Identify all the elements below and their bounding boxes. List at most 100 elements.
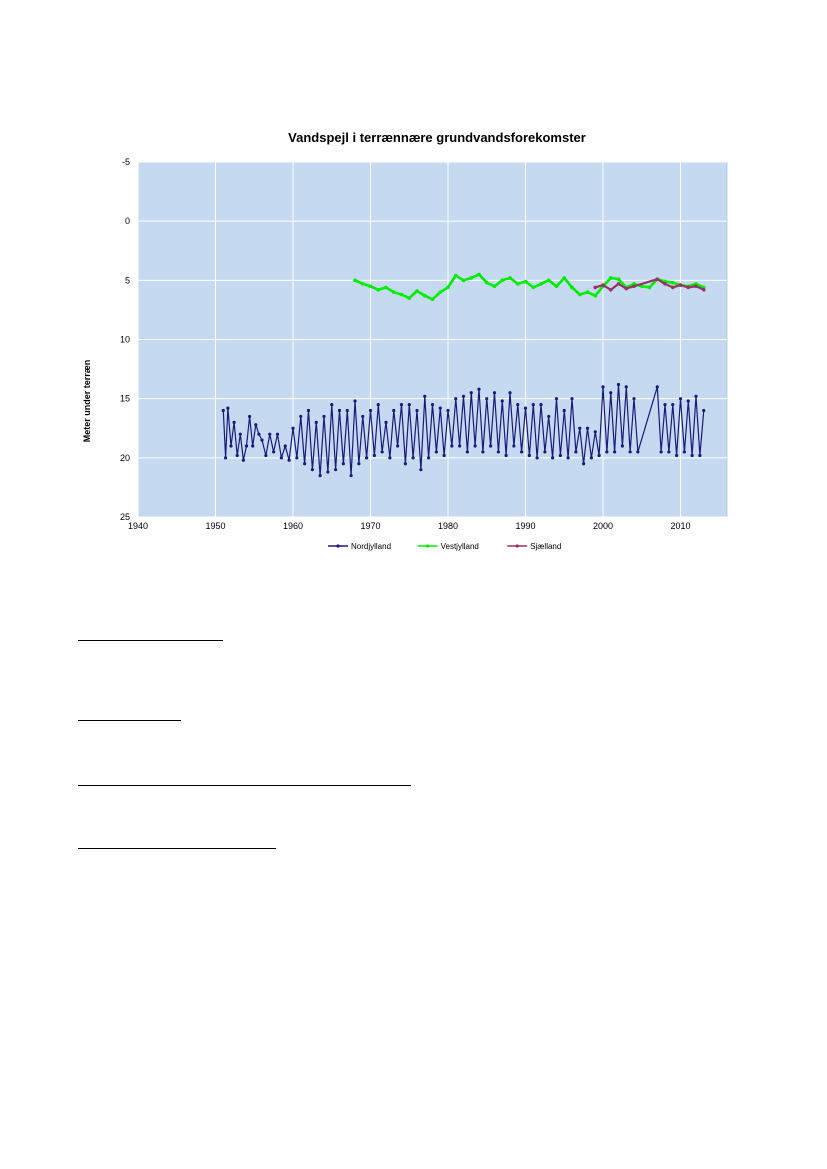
data-point [291,426,295,430]
data-point [546,278,551,283]
data-point [238,432,242,436]
data-point [578,426,582,430]
data-point [624,286,629,291]
data-point [469,276,474,280]
x-tick-label: 1970 [360,521,380,531]
data-point [388,456,392,460]
data-point [314,420,318,424]
data-point [531,402,535,407]
series-line-vestjylland [354,273,705,301]
legend-marker [336,544,340,548]
chart-figure: Vandspejl i terrænnære grundvandsforekom… [72,118,747,563]
data-point [330,402,334,407]
data-point [686,285,691,290]
data-point [613,450,617,454]
data-point [360,282,365,286]
data-point [616,277,621,281]
data-point [543,450,547,454]
data-point [279,456,283,460]
data-point [589,456,593,460]
y-axis-title: Meter under terræn [82,360,92,443]
data-point [318,473,322,478]
data-point [659,450,663,454]
data-point [585,426,590,430]
data-point [368,284,373,289]
y-tick-label: 0 [125,216,130,226]
data-point [632,284,636,289]
data-point [523,279,528,284]
data-point [226,406,230,410]
data-point [570,397,574,401]
chart-title: Vandspejl i terrænnære grundvandsforekom… [288,130,586,145]
data-point [380,450,384,454]
data-point [310,468,314,472]
data-point [221,408,225,413]
data-point [251,444,255,448]
data-point [465,450,469,454]
data-point [229,444,233,448]
data-point [504,453,508,458]
data-point [605,450,609,454]
data-point [415,289,419,293]
y-tick-label: 20 [120,453,130,463]
data-point [593,285,598,290]
y-tick-label: -5 [122,157,130,167]
data-point [535,456,539,460]
data-point [508,276,512,280]
data-point [500,278,505,283]
data-point [671,402,675,407]
data-point [496,450,500,454]
x-tick-label: 1980 [438,521,458,531]
data-point [434,450,438,454]
data-point [702,408,706,413]
data-point [403,462,407,466]
data-point [461,394,466,398]
legend: Nordjylland Vestjylland Sjælland [328,542,561,551]
data-point [422,293,427,298]
data-point [396,444,400,448]
data-point [326,470,330,474]
data-point [341,462,345,466]
data-point [628,450,632,454]
data-point [562,408,566,413]
data-point [554,284,559,289]
data-point [368,408,373,413]
line-chart: Vandspejl i terrænnære grundvandsforekom… [82,130,728,551]
legend-marker [426,544,430,548]
data-point [481,450,485,454]
data-point [485,397,489,401]
data-point [407,402,411,407]
data-point [593,430,597,434]
legend-label: Sjælland [530,542,561,551]
data-point [531,285,536,290]
data-point [585,290,590,294]
underline-2 [78,720,181,721]
data-point [306,408,311,413]
data-point [430,402,435,407]
data-point [241,458,245,462]
data-point [399,292,404,297]
data-point [244,444,249,448]
data-point [419,468,423,472]
data-point [593,293,598,298]
data-point [608,288,613,292]
data-point [489,444,493,448]
data-point [458,444,462,448]
data-point [365,456,369,460]
data-point [392,408,396,413]
data-point [608,276,613,280]
data-point [663,402,667,407]
data-point [558,453,562,458]
y-tick-label: 5 [125,275,130,285]
data-point [551,456,555,460]
data-point [223,456,228,460]
data-point [477,272,481,277]
data-point [566,456,570,460]
data-point [539,402,543,407]
series-line-nordjylland [222,383,705,477]
data-point [515,282,520,286]
data-point [349,473,353,478]
data-point [609,391,613,395]
data-point [361,414,365,419]
data-point [690,453,694,458]
